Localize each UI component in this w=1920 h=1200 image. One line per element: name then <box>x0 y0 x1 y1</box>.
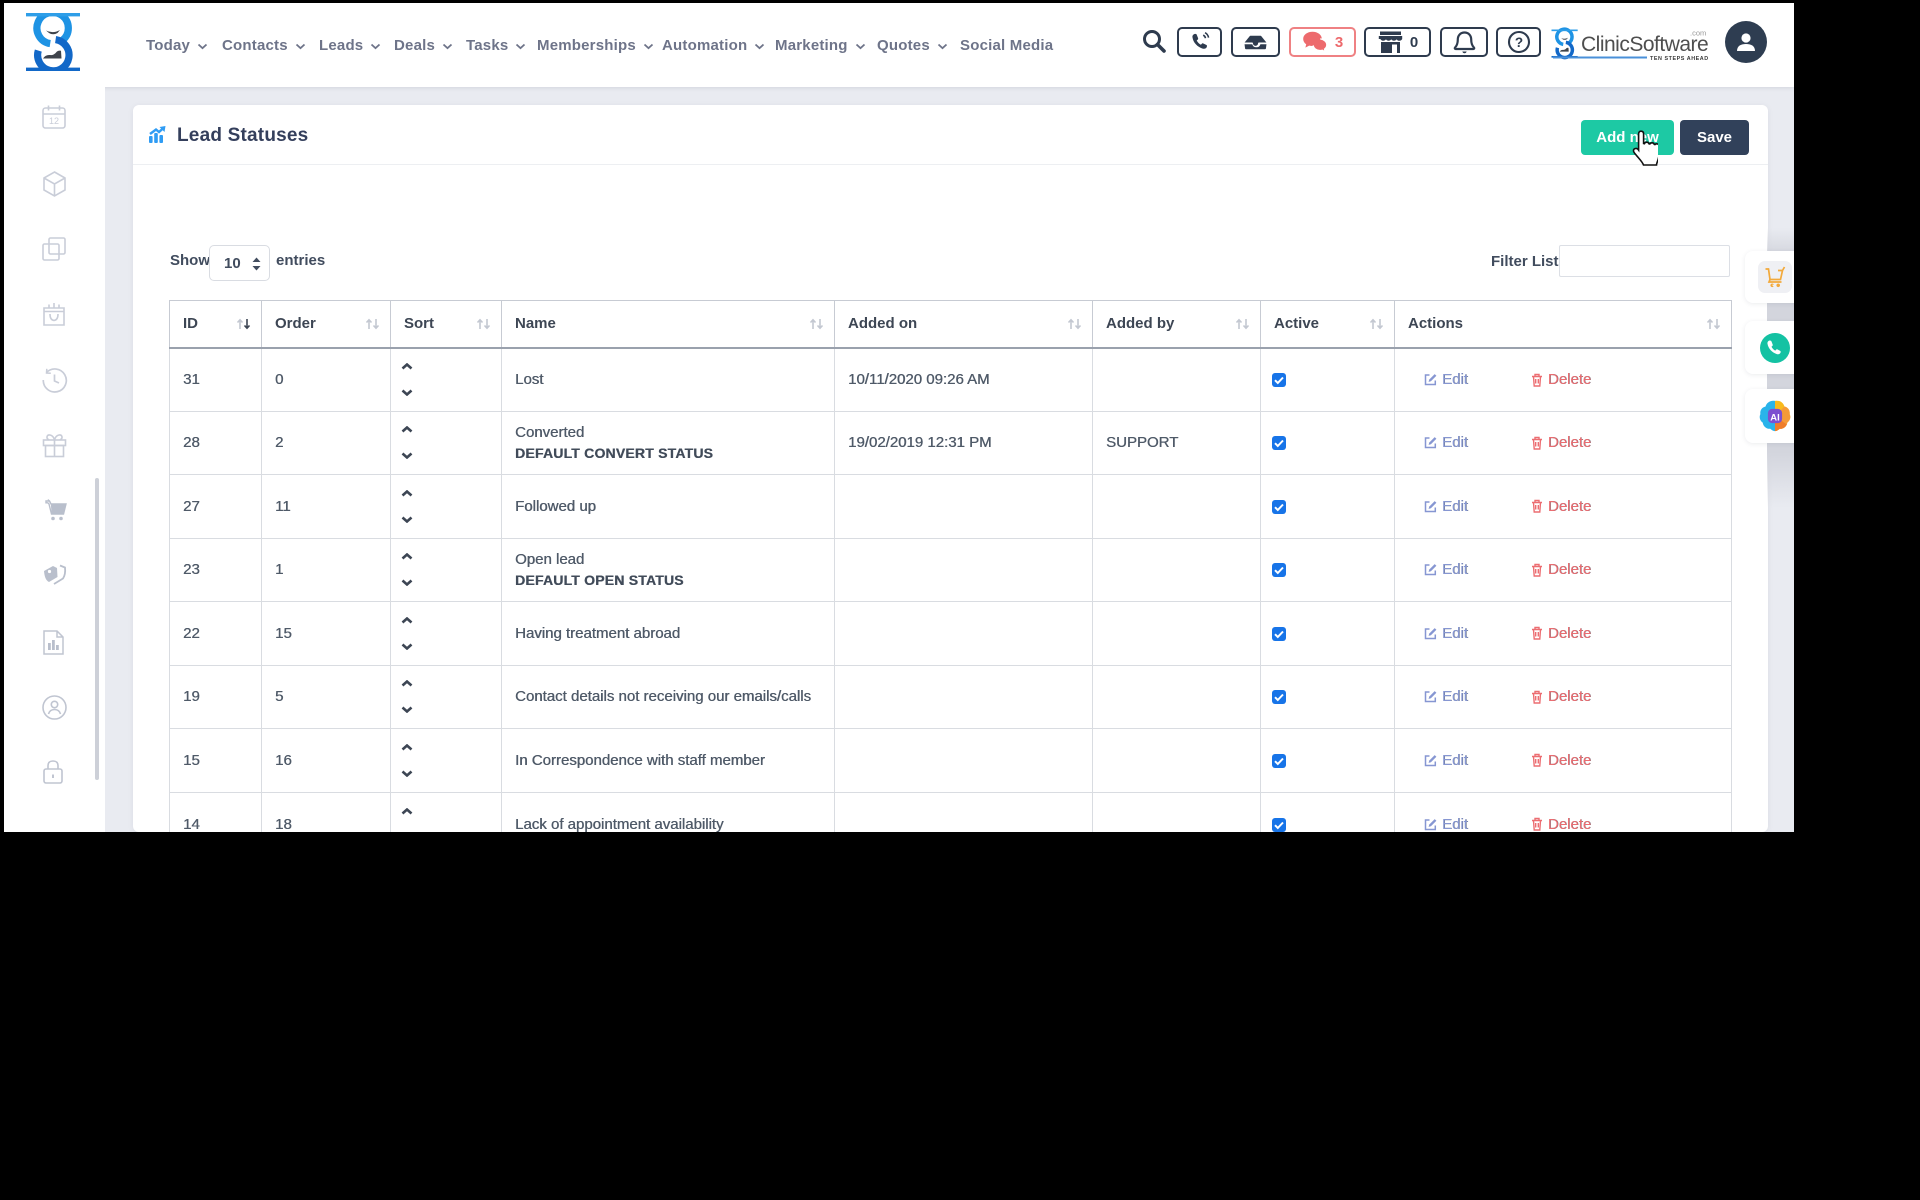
svg-text:AI: AI <box>1770 412 1779 423</box>
svg-text:.com: .com <box>1690 29 1706 38</box>
svg-text:♥: ♥ <box>1772 283 1774 287</box>
svg-text:TEN STEPS AHEAD: TEN STEPS AHEAD <box>1650 56 1709 61</box>
svg-text:?: ? <box>1514 35 1522 50</box>
svg-text:12: 12 <box>49 116 59 126</box>
svg-text:ClinicSoftware: ClinicSoftware <box>1581 33 1708 56</box>
